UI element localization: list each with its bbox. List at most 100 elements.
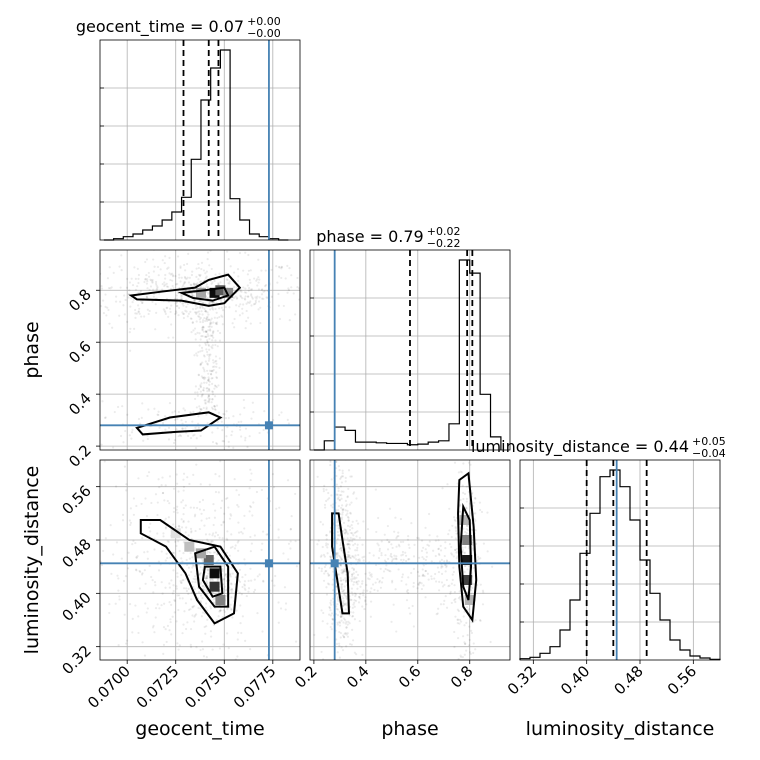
sample-point (184, 269, 187, 272)
sample-point (214, 339, 217, 342)
sample-point (187, 608, 191, 611)
sample-point (420, 539, 424, 542)
sample-point (241, 576, 244, 579)
sample-point (457, 657, 460, 660)
sample-point (137, 310, 140, 314)
sample-point (131, 456, 133, 458)
sample-point (156, 265, 160, 269)
sample-point (194, 385, 198, 388)
sample-point (248, 487, 251, 490)
sample-point (230, 582, 233, 585)
sample-point (117, 577, 120, 580)
sample-point (200, 512, 203, 515)
sample-point (401, 550, 405, 554)
sample-point (237, 275, 240, 278)
xtick-label-phase: 0.2 (291, 662, 321, 692)
sample-point (468, 651, 472, 654)
sample-point (209, 329, 212, 332)
xtick-label-luminosity_distance: 0.48 (610, 662, 646, 698)
density-cell (209, 568, 220, 579)
sample-point (424, 526, 427, 529)
sample-point (135, 569, 138, 572)
sample-point (369, 615, 372, 618)
sample-point (343, 632, 346, 635)
sample-point (201, 611, 205, 614)
sample-point (140, 682, 142, 684)
ytick-label-phase: 0.8 (65, 285, 95, 315)
sample-point (341, 469, 344, 472)
sample-point (227, 440, 230, 443)
sample-point (192, 283, 195, 286)
sample-point (335, 542, 338, 545)
sample-point (473, 501, 476, 504)
sample-point (146, 474, 149, 478)
sample-point (209, 579, 212, 582)
sample-point (248, 278, 251, 282)
sample-point (458, 590, 461, 593)
sample-point (174, 540, 177, 543)
sample-point (189, 288, 192, 292)
sample-point (343, 537, 346, 540)
sample-point (187, 534, 190, 537)
sample-point (339, 485, 343, 488)
sample-point (338, 498, 341, 501)
sample-point (198, 574, 201, 577)
sample-point (206, 362, 209, 365)
sample-point (358, 536, 361, 539)
sample-point (202, 386, 205, 390)
sample-point (206, 285, 210, 289)
sample-point (340, 558, 343, 561)
sample-point (463, 570, 466, 573)
sample-point (164, 283, 167, 286)
sample-point (196, 394, 199, 397)
sample-point (295, 565, 298, 568)
sample-point (87, 285, 89, 287)
sample-point (322, 490, 325, 493)
sample-point (341, 509, 345, 512)
sample-point (161, 491, 165, 495)
sample-point (115, 295, 118, 298)
sample-point (127, 551, 130, 554)
sample-point (337, 465, 340, 468)
sample-point (203, 370, 206, 373)
sample-point (137, 291, 140, 294)
sample-point (200, 346, 204, 350)
sample-point (163, 309, 166, 312)
sample-point (328, 573, 331, 577)
sample-point (206, 339, 209, 342)
sample-point (322, 487, 325, 491)
sample-point (407, 591, 410, 595)
sample-point (221, 567, 224, 571)
sample-point (260, 269, 263, 272)
sample-point (356, 549, 359, 552)
sample-point (134, 308, 137, 312)
sample-point (296, 285, 299, 289)
sample-point (201, 560, 205, 563)
sample-point (218, 315, 221, 319)
sample-point (347, 487, 350, 490)
sample-point (197, 373, 200, 376)
sample-point (110, 572, 113, 575)
sample-point (353, 618, 357, 621)
sample-point (189, 317, 192, 320)
sample-point (211, 347, 214, 350)
sample-point (207, 378, 210, 382)
panel-title-sup-geocent_time: +0.00 (247, 15, 281, 28)
sample-point (364, 600, 367, 603)
sample-point (201, 313, 204, 316)
sample-point (338, 621, 342, 624)
sample-point (250, 417, 253, 420)
sample-point (445, 432, 447, 434)
sample-point (350, 580, 353, 583)
sample-point (325, 692, 327, 694)
sample-point (339, 636, 342, 639)
density-cell (464, 595, 475, 605)
sample-point (339, 556, 342, 559)
sample-point (438, 580, 441, 583)
sample-point (278, 266, 281, 269)
sample-point (247, 579, 250, 582)
sample-point (205, 575, 208, 578)
sample-point (200, 335, 203, 338)
sample-point (412, 625, 415, 628)
sample-point (181, 632, 184, 635)
